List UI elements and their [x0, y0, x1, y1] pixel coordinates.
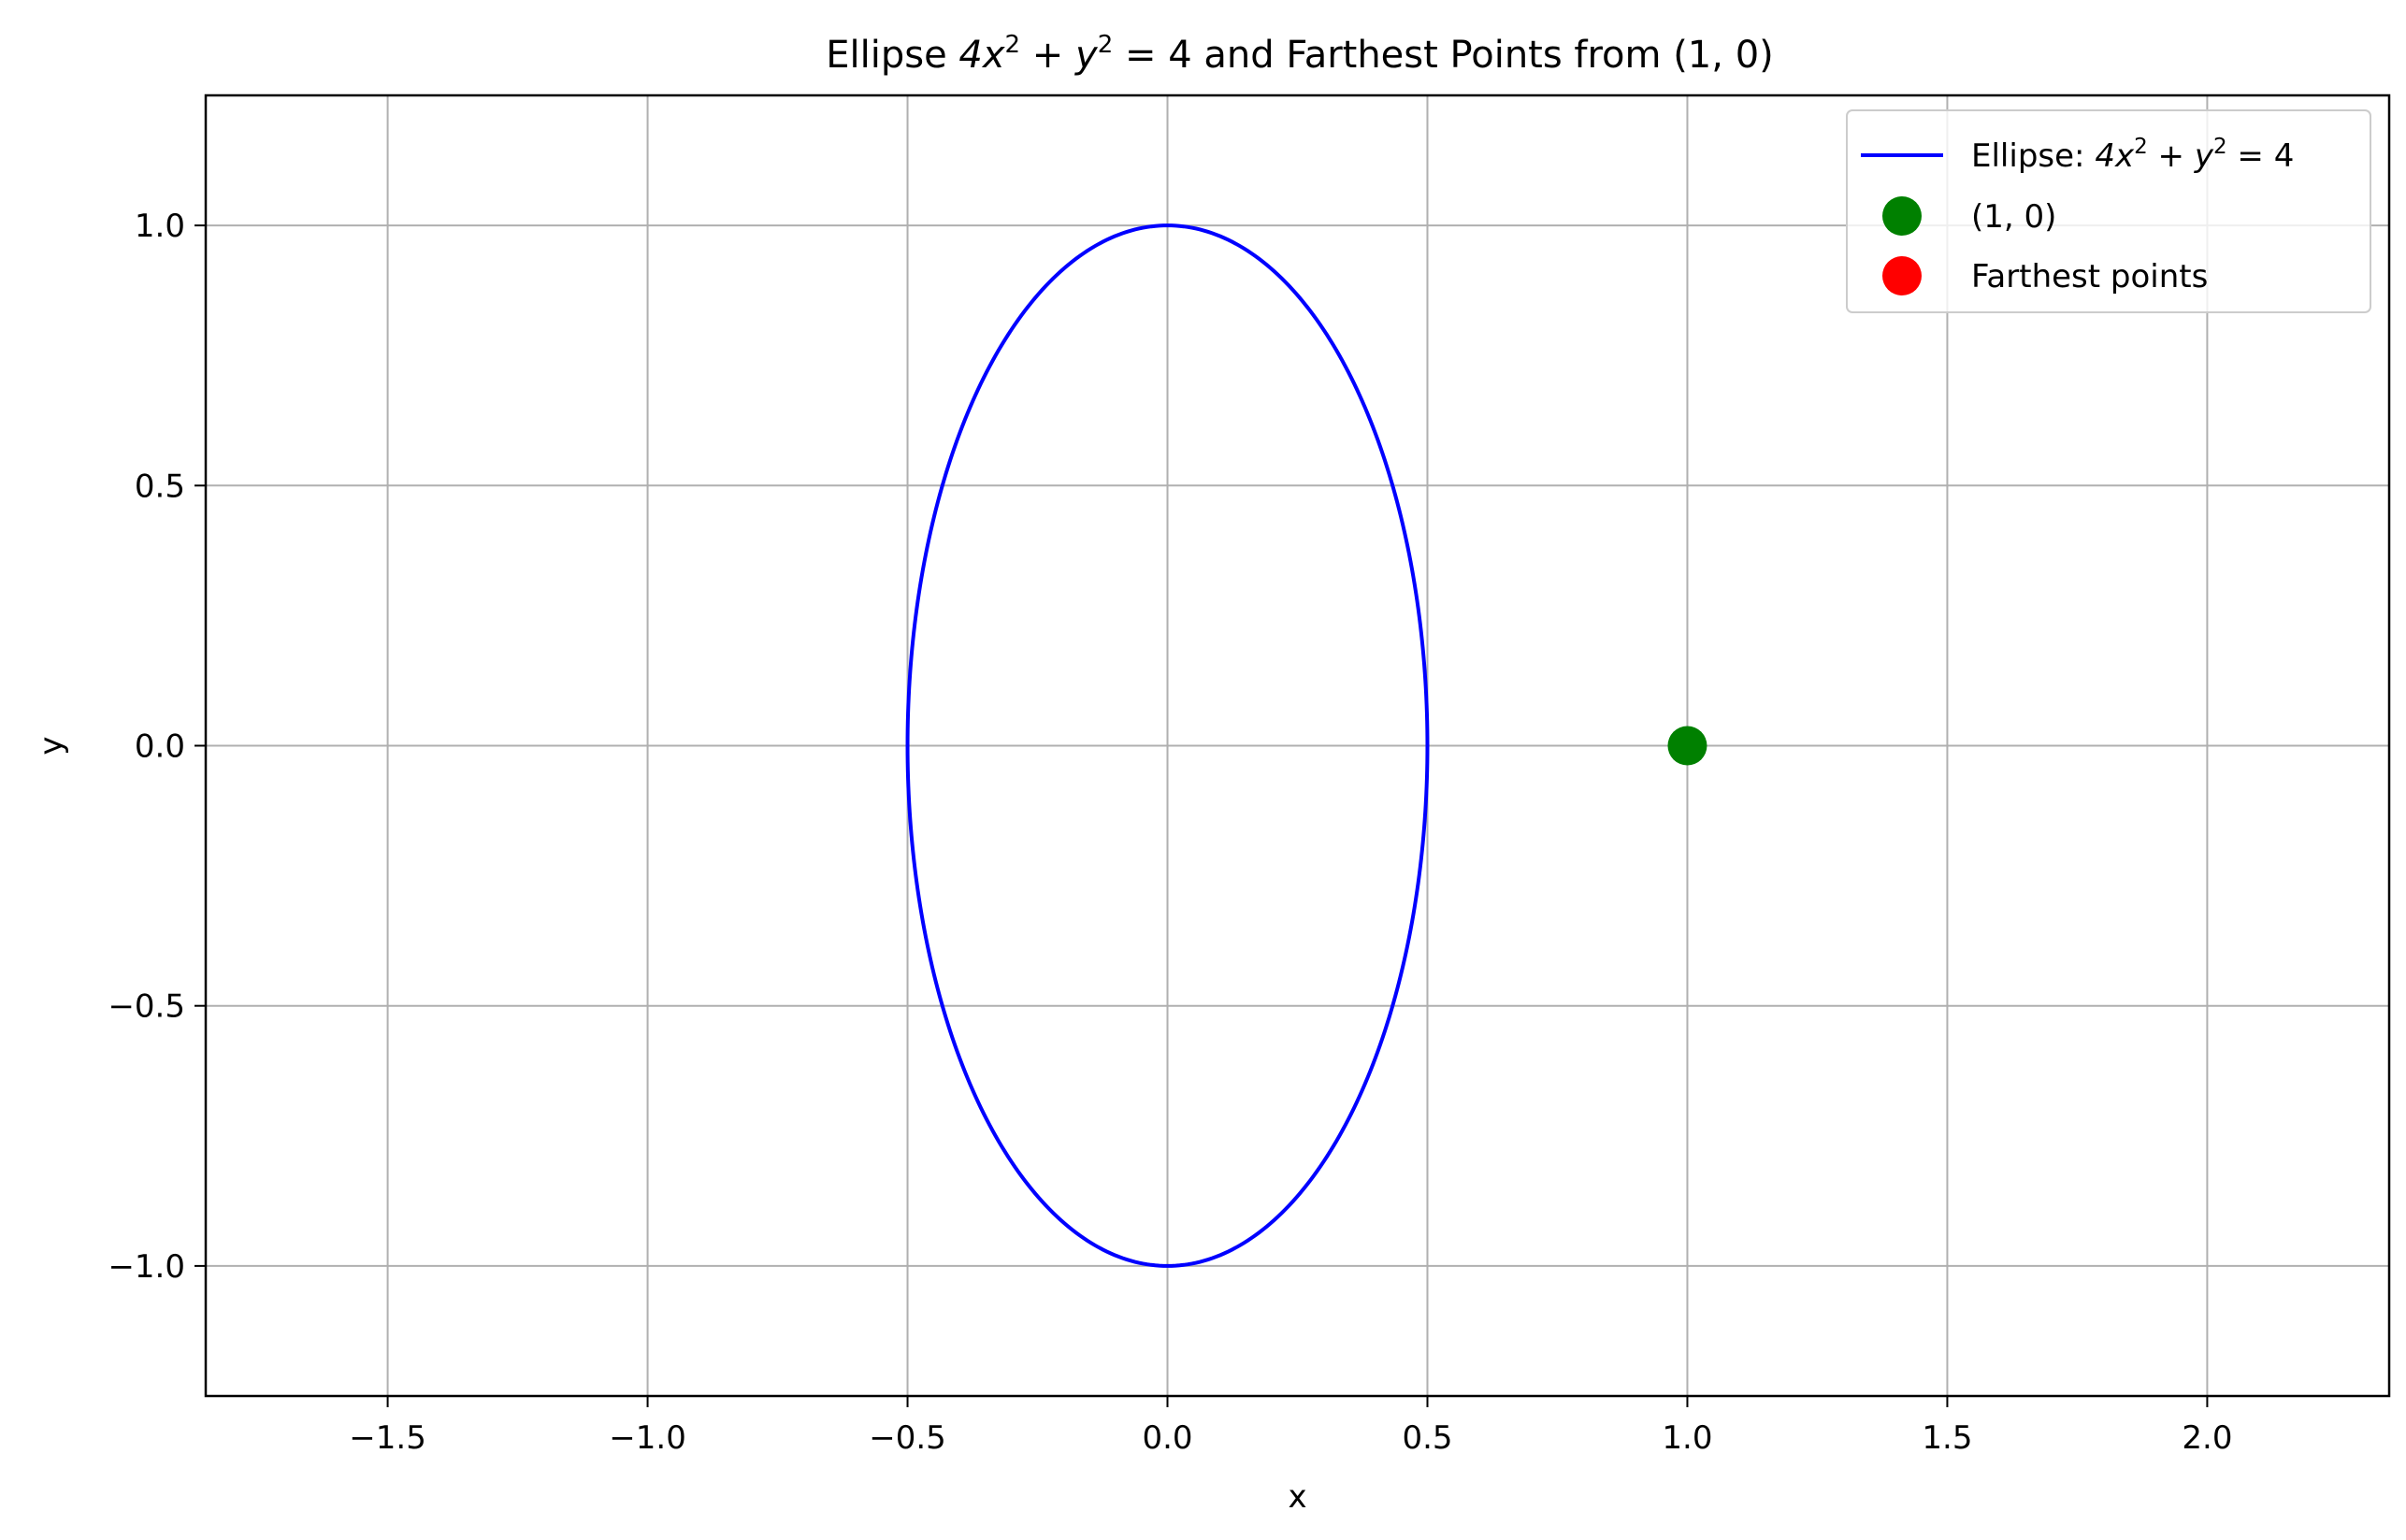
x-axis-label: x [1288, 1478, 1306, 1516]
plot-area [905, 223, 1707, 1268]
x-tick-label: 0.0 [1142, 1419, 1192, 1457]
x-axis-ticks: −1.5 −1.0 −0.5 0.0 0.5 1.0 1.5 2.0 [349, 1396, 2232, 1457]
x-tick-label: 1.5 [1922, 1419, 1972, 1457]
data-points [1667, 726, 1707, 766]
y-tick-label: 1.0 [135, 208, 185, 245]
x-tick-label: −0.5 [869, 1419, 946, 1457]
x-tick-label: 0.5 [1402, 1419, 1452, 1457]
legend-point-label: (1, 0) [1971, 198, 2056, 236]
legend-point-marker [1882, 196, 1922, 236]
y-tick-label: 0.5 [135, 468, 185, 505]
x-tick-label: 2.0 [2182, 1419, 2232, 1457]
legend-frame [1846, 109, 2371, 313]
axes-frame [204, 94, 2391, 1398]
y-tick-label: 0.0 [135, 728, 185, 766]
legend-ellipse-label: Ellipse: 4x2 + y2 = 4 [1971, 135, 2294, 175]
x-tick-label: 1.0 [1662, 1419, 1712, 1457]
y-tick-label: −0.5 [108, 988, 185, 1026]
legend-farthest-label: Farthest points [1971, 258, 2208, 295]
x-tick-label: −1.5 [349, 1419, 426, 1457]
legend-farthest-marker [1882, 256, 1922, 295]
y-axis-label: y [33, 736, 70, 755]
x-tick-label: −1.0 [609, 1419, 686, 1457]
ellipse-curve [905, 223, 1430, 1268]
legend: Ellipse: 4x2 + y2 = 4 (1, 0) Farthest po… [1846, 109, 2371, 313]
chart-title: Ellipse 4x2 + y2 = 4 and Farthest Points… [826, 31, 1774, 77]
y-tick-label: −1.0 [108, 1248, 185, 1286]
y-axis-ticks: −1.0 −0.5 0.0 0.5 1.0 [108, 208, 206, 1286]
data-point [1667, 726, 1707, 766]
